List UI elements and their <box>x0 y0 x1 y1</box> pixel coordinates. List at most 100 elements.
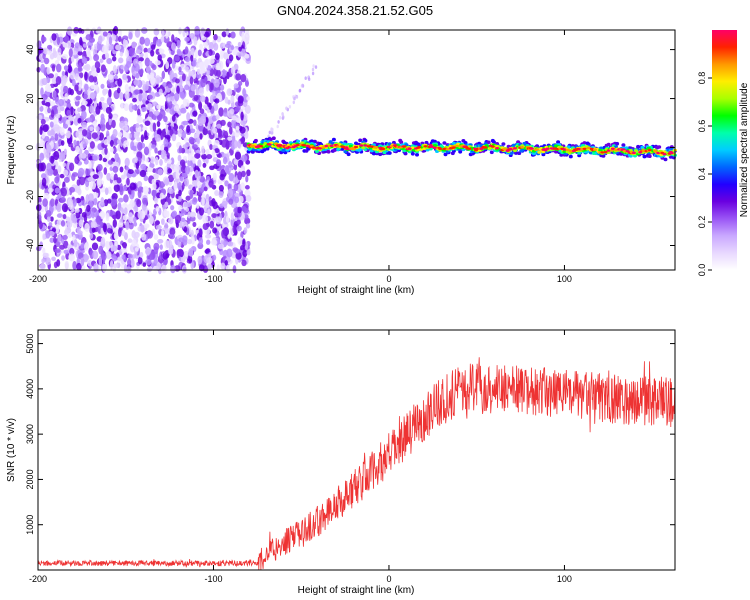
noise-cell <box>225 215 230 223</box>
noise-cell <box>170 205 175 211</box>
noise-cell <box>47 130 53 136</box>
noise-cell <box>35 204 42 212</box>
spectrogram-cells <box>35 25 677 275</box>
noise-cell <box>69 162 75 172</box>
noise-cell <box>204 96 209 105</box>
noise-cell <box>187 238 193 245</box>
signal-cell <box>328 140 333 144</box>
signal-cell <box>566 145 571 149</box>
noise-cell <box>230 31 236 39</box>
signal-cell <box>309 139 314 143</box>
noise-cell <box>169 128 174 137</box>
noise-cell <box>208 41 214 51</box>
noise-cell <box>168 188 174 195</box>
noise-cell <box>89 141 95 149</box>
noise-cell <box>48 73 54 79</box>
noise-cell <box>159 109 166 119</box>
noise-cell <box>212 172 217 181</box>
signal-cell <box>318 147 323 150</box>
noise-cell <box>132 97 137 103</box>
noise-cell <box>56 52 62 61</box>
noise-cell <box>100 123 106 132</box>
spectrogram-x-ticks: -200 -100 0 100 <box>29 30 572 284</box>
noise-cell <box>238 46 242 52</box>
noise-cell <box>178 66 182 73</box>
signal-cell <box>520 146 525 149</box>
noise-cell <box>157 129 162 135</box>
noise-cell <box>235 73 242 81</box>
noise-cell <box>107 160 114 165</box>
noise-cell <box>50 109 55 118</box>
noise-cell <box>81 211 87 218</box>
spectrogram-y-tick-label: -40 <box>25 239 35 252</box>
noise-cell <box>78 176 86 186</box>
noise-cell <box>92 155 98 162</box>
noise-cell <box>41 177 47 187</box>
noise-cell <box>100 96 105 102</box>
noise-cell <box>51 76 58 85</box>
noise-cell <box>81 129 88 137</box>
noise-cell <box>65 130 71 139</box>
noise-cell <box>213 34 218 41</box>
noise-cell <box>184 178 189 187</box>
noise-cell <box>178 145 183 154</box>
noise-cell <box>190 229 195 239</box>
streak-cell <box>311 67 315 72</box>
noise-cell <box>56 219 62 226</box>
streak-cell <box>282 115 285 119</box>
noise-cell <box>74 156 80 165</box>
snr-series-line <box>38 357 675 570</box>
noise-cell <box>140 224 145 233</box>
noise-cell <box>201 35 207 41</box>
noise-cell <box>54 248 61 253</box>
noise-cell <box>217 243 225 250</box>
noise-cell <box>106 96 113 106</box>
noise-cell <box>61 54 69 60</box>
spectrogram-y-tick-label: 0 <box>25 145 35 150</box>
noise-cell <box>117 222 124 228</box>
noise-cell <box>156 104 162 110</box>
noise-cell <box>111 214 117 220</box>
noise-cell <box>89 105 95 114</box>
noise-cell <box>112 56 117 62</box>
signal-cell <box>387 151 392 155</box>
noise-cell <box>240 111 244 121</box>
noise-cell <box>185 195 191 201</box>
noise-cell <box>86 204 91 213</box>
snr-y-tick-label: 3000 <box>25 424 35 444</box>
noise-cell <box>208 48 213 57</box>
noise-cell <box>195 124 199 130</box>
noise-cell <box>243 113 248 122</box>
noise-cell <box>105 251 112 259</box>
noise-cell <box>153 110 160 116</box>
noise-cell <box>83 93 88 100</box>
noise-cell <box>151 178 157 185</box>
noise-cell <box>227 110 234 119</box>
noise-cell <box>161 70 166 80</box>
noise-cell <box>108 88 112 98</box>
signal-cell <box>490 145 495 148</box>
noise-cell <box>178 27 182 35</box>
noise-cell <box>56 36 61 46</box>
noise-cell <box>118 57 124 64</box>
streak-cell <box>277 120 280 124</box>
noise-cell <box>40 118 46 125</box>
noise-cell <box>85 168 91 177</box>
noise-cell <box>46 144 52 154</box>
noise-cell <box>159 244 163 250</box>
noise-cell <box>197 255 203 265</box>
noise-cell <box>233 159 239 166</box>
signal-cell <box>565 148 570 152</box>
noise-cell <box>160 264 167 274</box>
noise-cell <box>87 176 94 182</box>
noise-cell <box>105 106 112 114</box>
noise-cell <box>188 255 193 264</box>
noise-cell <box>143 146 150 156</box>
noise-cell <box>59 173 65 179</box>
noise-cell <box>216 123 222 129</box>
noise-cell <box>89 181 97 190</box>
signal-cell <box>601 154 606 158</box>
noise-cell <box>42 233 46 241</box>
signal-cell <box>535 148 540 151</box>
noise-cell <box>123 207 128 215</box>
